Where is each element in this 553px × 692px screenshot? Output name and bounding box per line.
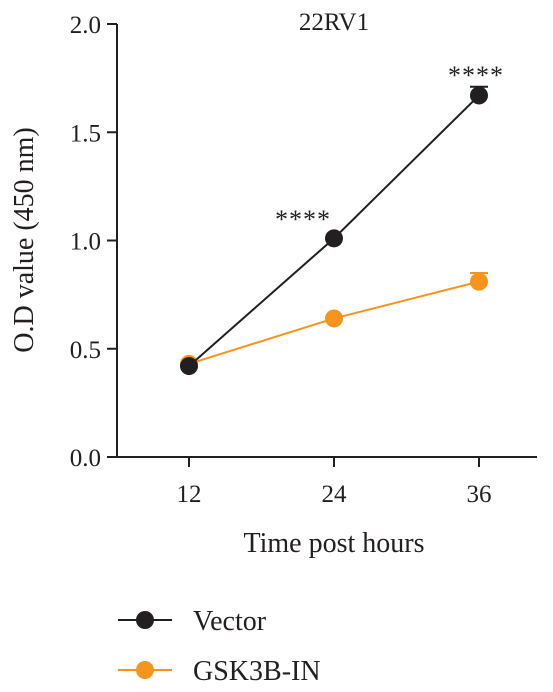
series-gsk3b-in	[180, 271, 488, 373]
x-axis: 12 24 36	[117, 456, 537, 508]
data-point	[470, 272, 488, 291]
chart-title: 22RV1	[299, 9, 369, 36]
y-axis: 0.0 0.5 1.0 1.5 2.0	[70, 12, 118, 472]
significance-annotations: **** ****	[275, 61, 504, 234]
significance-label: ****	[448, 61, 504, 90]
y-tick-label: 2.0	[70, 12, 101, 39]
legend-label: GSK3B-IN	[193, 656, 321, 687]
y-tick-label: 0.0	[70, 445, 101, 472]
x-tick-label: 24	[322, 481, 348, 508]
legend-label: Vector	[193, 606, 267, 637]
legend-marker	[136, 661, 154, 679]
legend-marker	[136, 611, 154, 629]
y-tick-label: 0.5	[70, 337, 101, 364]
significance-label: ****	[275, 205, 331, 234]
series-vector	[180, 85, 488, 376]
data-point	[325, 229, 343, 248]
legend-item-gsk3b-in: GSK3B-IN	[118, 656, 321, 687]
data-point	[180, 357, 198, 376]
x-tick-label: 36	[467, 481, 492, 508]
y-axis-title: O.D value (450 nm)	[9, 127, 40, 353]
y-tick-label: 1.0	[70, 229, 101, 256]
legend-item-vector: Vector	[118, 606, 267, 637]
data-point	[325, 309, 343, 328]
series-layer	[180, 85, 488, 376]
legend: Vector GSK3B-IN	[118, 606, 321, 687]
x-tick-label: 12	[177, 481, 202, 508]
y-tick-label: 1.5	[70, 120, 101, 147]
data-point	[470, 86, 488, 105]
x-axis-title: Time post hours	[243, 528, 424, 559]
